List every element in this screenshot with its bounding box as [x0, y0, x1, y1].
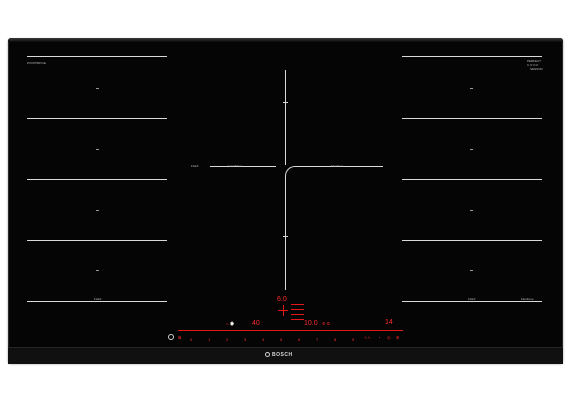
control-strip-frame: [8, 347, 563, 364]
bottom-right-flexzone-label: FlexZone: [521, 297, 534, 301]
control-number-7[interactable]: 7: [316, 337, 319, 342]
lock-icon[interactable]: ⊠: [178, 335, 182, 340]
left-zone-2-mark: [96, 149, 99, 150]
left-zone-divider-4: [27, 240, 167, 241]
center-horizontal-line-left: [210, 166, 276, 167]
control-number-6[interactable]: 6: [298, 337, 301, 342]
control-number-2[interactable]: 2: [226, 337, 229, 342]
center-right-flexzone-label: FlexZone: [331, 164, 344, 168]
left-zone-divider-1: [27, 56, 167, 57]
right-display-value: 14: [385, 319, 393, 326]
boost-icon[interactable]: ∿∿: [364, 335, 371, 340]
control-number-4[interactable]: 4: [262, 337, 265, 342]
right-zone-1-mark: [470, 88, 473, 89]
red-plus-vertical: [283, 305, 284, 316]
center-top-display: 6.0: [277, 296, 287, 303]
settings-icon[interactable]: ◎: [387, 335, 391, 340]
middle-display-value: 10.0: [304, 320, 318, 327]
left-zone-divider-3: [27, 179, 167, 180]
middle-display-icons: ⚙ ⏲: [322, 321, 330, 326]
sensor-label-line2: C O O K: [527, 63, 539, 67]
red-bar-1: [291, 304, 304, 305]
model-label: PXV975DV1E: [27, 61, 46, 65]
center-vertical-line-bottom: [285, 178, 286, 290]
red-bar-4: [291, 319, 304, 320]
center-tick-2: [283, 236, 288, 237]
red-bar-2: [291, 309, 304, 310]
bottom-left-flex-label: FLEX: [94, 297, 102, 301]
control-number-1[interactable]: 1: [208, 337, 211, 342]
control-number-9[interactable]: 9: [352, 337, 355, 342]
menu-icon[interactable]: ⊞: [396, 335, 400, 340]
control-number-8[interactable]: 8: [334, 337, 337, 342]
right-zone-4-mark: [470, 270, 473, 271]
left-display-icon: ⌂ ⌚: [226, 321, 235, 326]
cooktop-top-edge: [8, 38, 563, 42]
sensor-label-line1: PERFECT: [527, 59, 542, 63]
right-zone-3-mark: [470, 210, 473, 211]
powermove-label: powerMove: [227, 164, 243, 168]
center-horizontal-line-right: [295, 166, 383, 167]
center-left-flex-label: FLEX: [191, 164, 199, 168]
left-zone-1-mark: [96, 88, 99, 89]
right-zone-divider-2: [402, 118, 542, 119]
control-number-0[interactable]: 0: [190, 337, 193, 342]
right-zone-divider-4: [402, 240, 542, 241]
control-number-3[interactable]: 3: [244, 337, 247, 342]
right-zone-divider-5: [402, 301, 542, 302]
center-tick-1: [283, 102, 288, 103]
right-zone-2-mark: [470, 149, 473, 150]
left-display-value: 40: [252, 320, 260, 327]
center-vertical-line-top: [285, 70, 286, 165]
left-zone-4-mark: [96, 270, 99, 271]
left-zone-divider-2: [27, 118, 167, 119]
left-zone-3-mark: [96, 210, 99, 211]
left-zone-divider-5: [27, 301, 167, 302]
sensor-label-line3: SENSOR: [530, 67, 543, 71]
center-corner-curve: [285, 166, 297, 178]
bottom-right-flex-label: FLEX: [468, 297, 476, 301]
right-zone-divider-3: [402, 179, 542, 180]
bosch-logo-icon: [265, 352, 270, 357]
right-zone-divider-1: [402, 56, 542, 57]
red-bar-3: [291, 314, 304, 315]
red-control-line: [178, 330, 403, 331]
timer-icon[interactable]: ◔: [378, 335, 381, 340]
control-number-5[interactable]: 5: [280, 337, 283, 342]
power-icon[interactable]: [168, 334, 174, 340]
brand-logo: BOSCH: [272, 352, 293, 358]
